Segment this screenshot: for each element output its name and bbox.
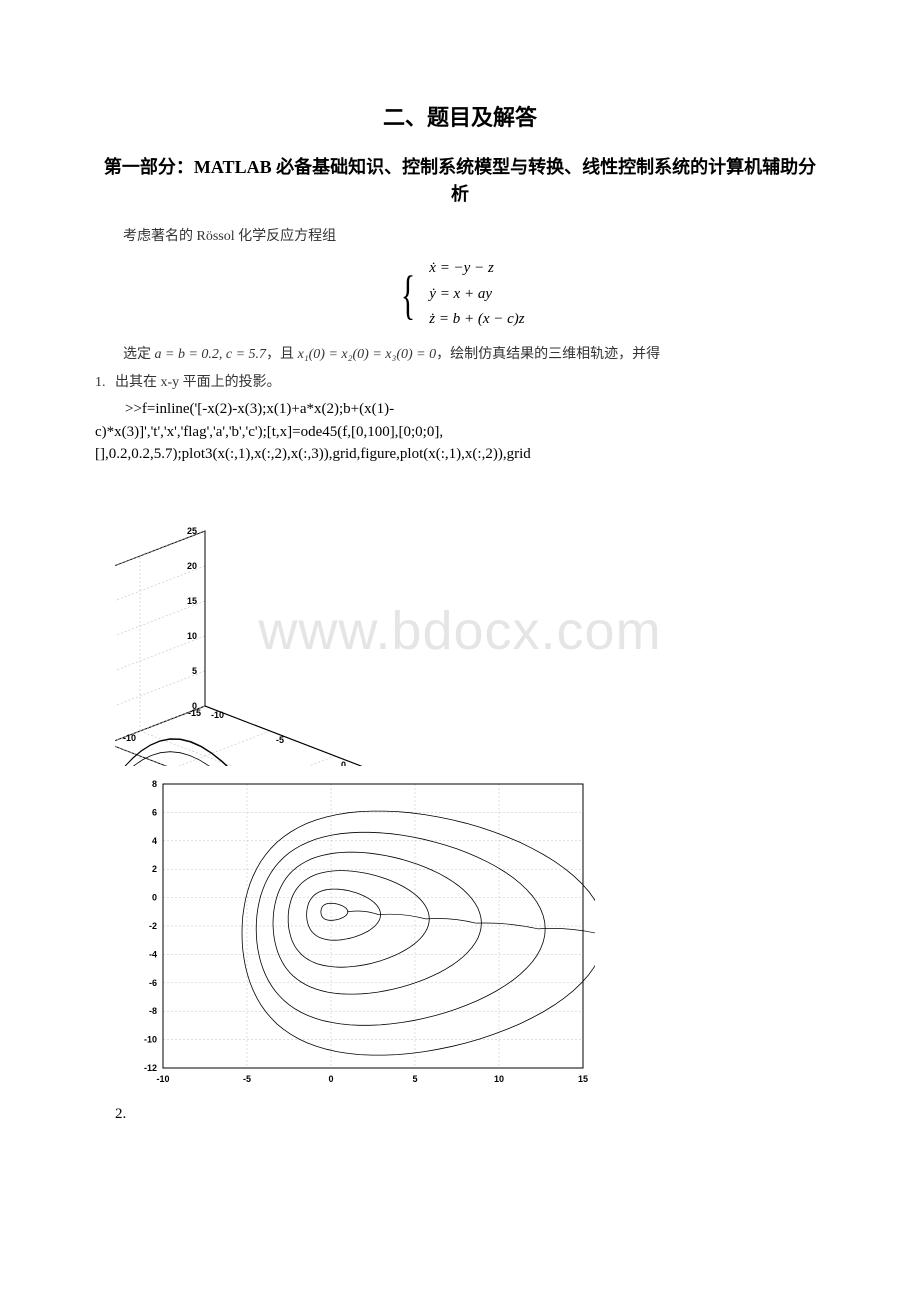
svg-text:5: 5 <box>192 666 197 676</box>
q1-index: 1. <box>95 375 106 390</box>
svg-text:-5: -5 <box>276 735 284 745</box>
svg-text:10: 10 <box>187 631 197 641</box>
svg-text:-10: -10 <box>211 710 224 720</box>
svg-text:-15: -15 <box>188 708 201 718</box>
intro-text: 考虑著名的 Rössol 化学反应方程组 <box>95 226 825 248</box>
svg-text:-2: -2 <box>149 921 157 931</box>
figure-2d: -10-5051015-12-10-8-6-4-202468 <box>115 772 595 1092</box>
figure-3d-container: 0510152025-15-10-50510-10-5051015 <box>115 476 825 766</box>
svg-text:0: 0 <box>341 760 346 766</box>
param-math-2: x₁(0) = x₂(0) = x₃(0) = 0 <box>298 347 437 362</box>
param-text-3: ，绘制仿真结果的三维相轨迹，并得 <box>436 347 660 362</box>
param-text-2: ，且 <box>266 347 298 362</box>
svg-text:25: 25 <box>187 526 197 536</box>
param-math-1: a = b = 0.2, c = 5.7 <box>155 347 267 362</box>
svg-text:4: 4 <box>152 836 157 846</box>
svg-text:20: 20 <box>187 561 197 571</box>
section-rest: 必备基础知识、控制系统模型与转换、线性控制系统的计算机辅助分析 <box>272 157 817 204</box>
q1-tail: 出其在 x-y 平面上的投影。 <box>112 375 281 390</box>
eq-line-1: ẋ = −y − z <box>429 260 494 276</box>
svg-text:-8: -8 <box>149 1006 157 1016</box>
section-title: 第一部分：MATLAB 必备基础知识、控制系统模型与转换、线性控制系统的计算机辅… <box>95 154 825 208</box>
figure-2d-container: -10-5051015-12-10-8-6-4-202468 <box>115 772 825 1092</box>
section-latin: MATLAB <box>194 157 272 177</box>
svg-text:2: 2 <box>152 864 157 874</box>
q1-line: 1. 出其在 x-y 平面上的投影。 <box>95 371 825 395</box>
section-prefix: 第一部分： <box>104 157 194 177</box>
svg-text:0: 0 <box>328 1074 333 1084</box>
svg-text:-12: -12 <box>144 1063 157 1073</box>
matlab-code: >>f=inline('[-x(2)-x(3);x(1)+a*x(2);b+(x… <box>95 398 825 466</box>
equation-system: { ẋ = −y − z ẏ = x + ay ż = b + (x − c)z <box>95 256 825 333</box>
svg-text:15: 15 <box>578 1074 588 1084</box>
svg-text:-10: -10 <box>144 1035 157 1045</box>
svg-text:-4: -4 <box>149 949 157 959</box>
svg-text:-6: -6 <box>149 978 157 988</box>
svg-text:-10: -10 <box>123 733 136 743</box>
left-brace-icon: { <box>401 268 415 322</box>
page-title: 二、题目及解答 <box>95 100 825 132</box>
params-line: 选定 a = b = 0.2, c = 5.7，且 x₁(0) = x₂(0) … <box>95 343 825 367</box>
svg-text:0: 0 <box>152 893 157 903</box>
svg-text:-5: -5 <box>243 1074 251 1084</box>
param-text-1: 选定 <box>123 347 155 362</box>
svg-text:8: 8 <box>152 779 157 789</box>
svg-text:5: 5 <box>412 1074 417 1084</box>
code-line-1: >>f=inline('[-x(2)-x(3);x(1)+a*x(2);b+(x… <box>125 398 825 421</box>
q2-label: 2. <box>115 1106 825 1123</box>
svg-text:10: 10 <box>494 1074 504 1084</box>
svg-text:6: 6 <box>152 807 157 817</box>
figure-3d: 0510152025-15-10-50510-10-5051015 <box>115 476 595 766</box>
eq-line-2: ẏ = x + ay <box>429 286 492 302</box>
svg-text:-10: -10 <box>156 1074 169 1084</box>
code-line-2: c)*x(3)]','t','x','flag','a','b','c');[t… <box>95 421 825 466</box>
eq-line-3: ż = b + (x − c)z <box>429 311 524 327</box>
svg-text:15: 15 <box>187 596 197 606</box>
